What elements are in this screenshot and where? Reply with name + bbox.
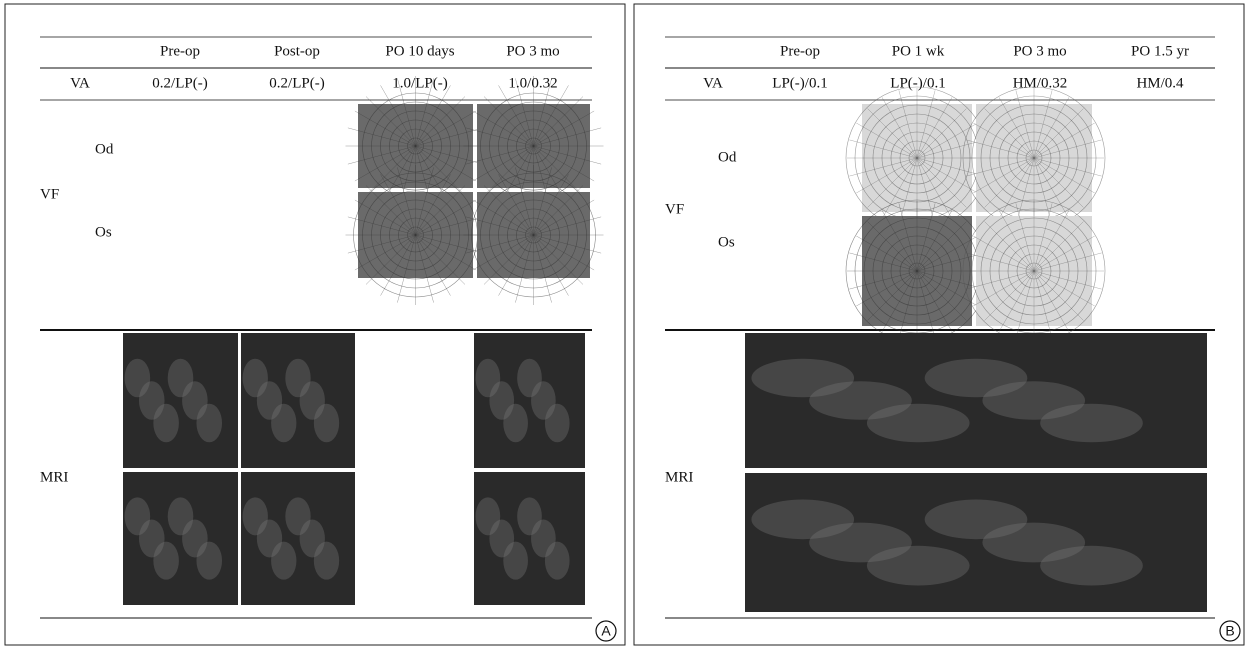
column-header: PO 1 wk	[892, 43, 945, 59]
eye-label: Os	[95, 224, 112, 240]
row-label: VF	[665, 201, 684, 217]
va-value: 1.0/LP(-)	[392, 75, 447, 91]
va-value: HM/0.32	[1013, 75, 1068, 91]
row-label: VA	[70, 75, 90, 91]
image-detail	[1040, 546, 1143, 586]
image-detail	[867, 546, 970, 586]
row-label: VF	[40, 186, 59, 202]
va-value: LP(-)/0.1	[772, 75, 827, 91]
column-header: PO 10 days	[385, 43, 454, 59]
eye-label: Od	[95, 141, 114, 157]
image-detail	[196, 404, 222, 443]
image-detail	[503, 542, 528, 580]
row-label: VA	[703, 75, 723, 91]
image-detail	[153, 404, 179, 443]
panel-label: A	[601, 623, 611, 639]
row-label: MRI	[665, 469, 693, 485]
va-value: HM/0.4	[1136, 75, 1184, 91]
image-detail	[503, 404, 528, 443]
image-detail	[545, 404, 570, 443]
panel-label: B	[1225, 623, 1234, 639]
image-detail	[153, 542, 179, 580]
figure: Pre-op 0.2/LP(-) Post-op 0.2/LP(-) PO 10 day…	[0, 0, 1248, 648]
va-value: 0.2/LP(-)	[152, 75, 207, 91]
va-value: 0.2/LP(-)	[269, 75, 324, 91]
eye-label: Os	[718, 234, 735, 250]
va-value: LP(-)/0.1	[890, 75, 945, 91]
column-header: PO 3 mo	[506, 43, 559, 59]
row-label: MRI	[40, 469, 68, 485]
column-header: Pre-op	[160, 43, 200, 59]
image-detail	[196, 542, 222, 580]
eye-label: Od	[718, 149, 737, 165]
column-header: PO 1.5 yr	[1131, 43, 1189, 59]
column-header: PO 3 mo	[1013, 43, 1066, 59]
image-detail	[271, 404, 296, 443]
image-detail	[314, 542, 339, 580]
image-detail	[1040, 404, 1143, 443]
image-detail	[314, 404, 339, 443]
column-header: Pre-op	[780, 43, 820, 59]
column-header: Post-op	[274, 43, 320, 59]
image-detail	[545, 542, 570, 580]
image-detail	[271, 542, 296, 580]
image-detail	[867, 404, 970, 443]
